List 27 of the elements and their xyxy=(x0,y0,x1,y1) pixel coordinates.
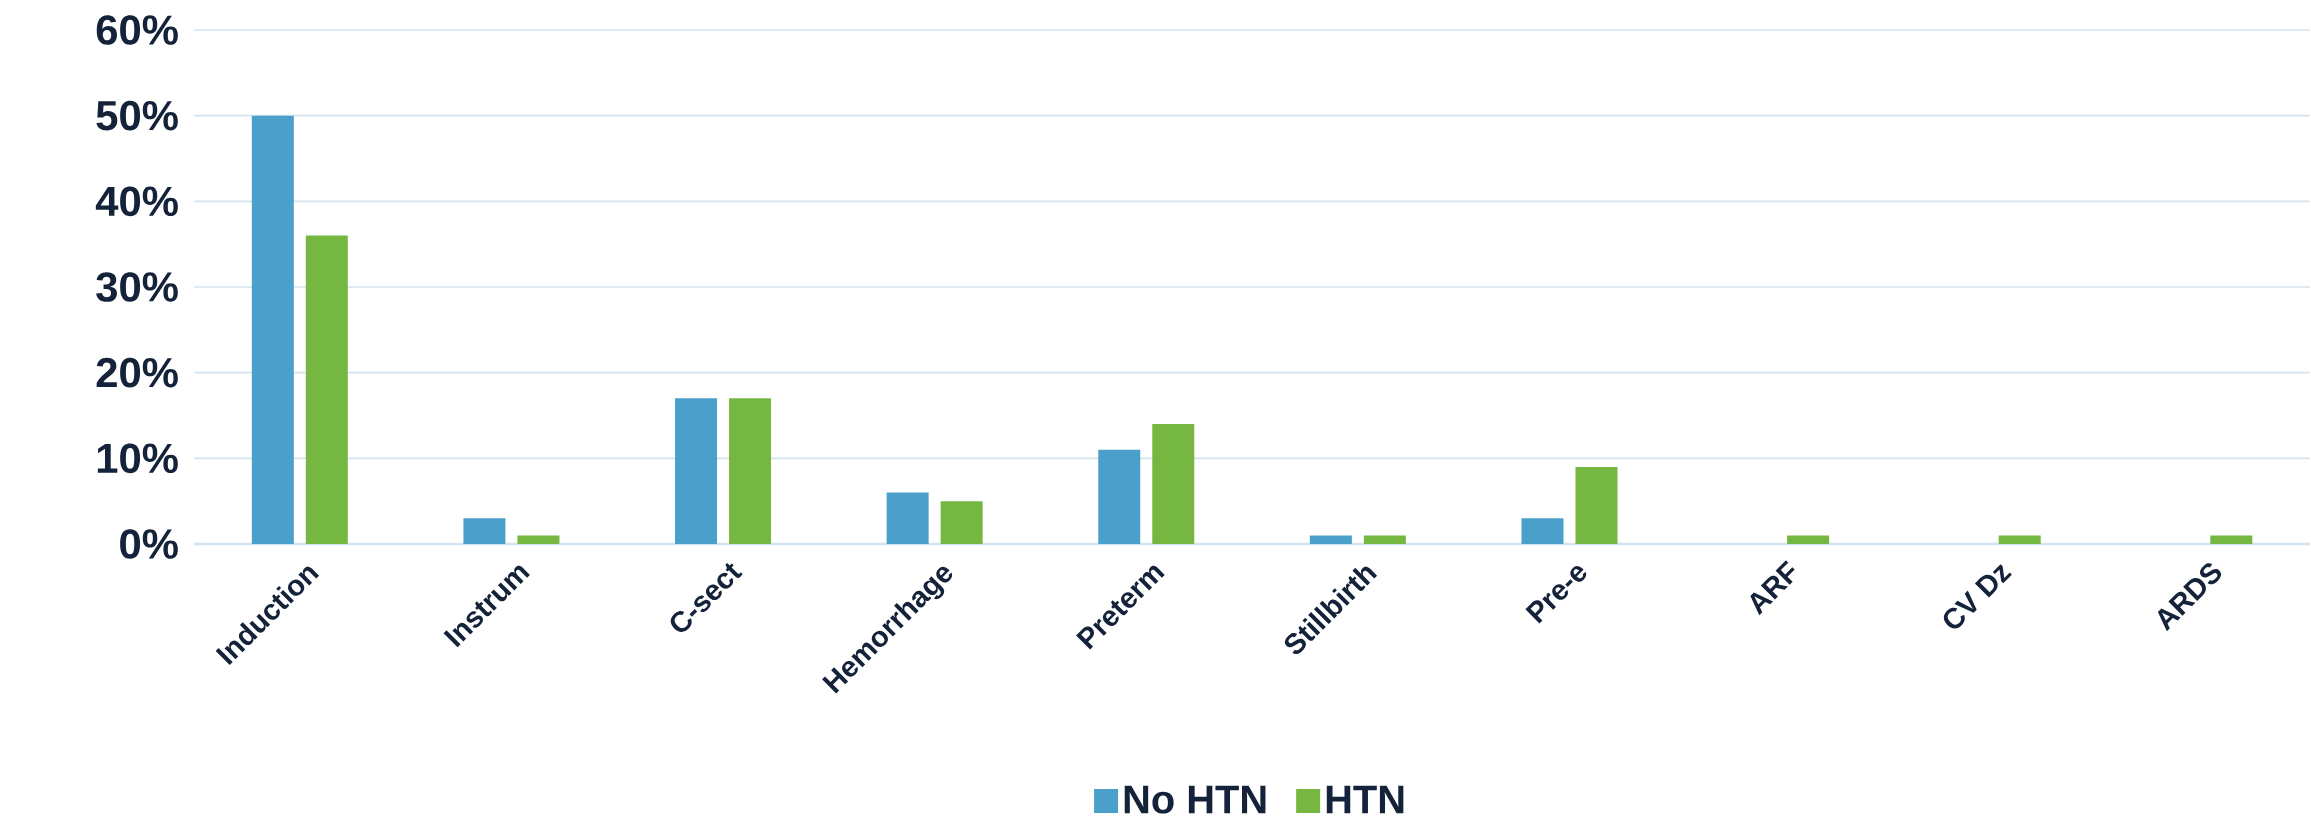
y-tick-label: 60% xyxy=(96,15,178,45)
bar xyxy=(675,398,718,544)
y-tick-label: 50% xyxy=(96,100,178,131)
bar xyxy=(1152,424,1195,544)
bar xyxy=(1363,535,1406,544)
bar xyxy=(940,501,983,544)
legend-label: HTN xyxy=(1326,785,1404,814)
bar xyxy=(517,535,560,544)
bar xyxy=(463,518,506,544)
bar xyxy=(1309,535,1352,544)
y-tick-label: 40% xyxy=(95,186,178,217)
y-tick-label: 30% xyxy=(96,272,178,302)
y-tick-label: 0% xyxy=(120,529,178,559)
bar xyxy=(729,398,772,544)
y-tick-label: 10% xyxy=(97,443,178,474)
x-tick-label: CV Dz xyxy=(1943,564,2012,629)
bar xyxy=(1521,518,1564,544)
bar xyxy=(251,115,294,544)
bar xyxy=(305,235,348,544)
legend-label: No HTN xyxy=(1124,785,1266,814)
y-tick-label: 20% xyxy=(96,357,178,388)
bar xyxy=(2210,535,2253,544)
bar xyxy=(886,492,929,544)
bar xyxy=(1098,449,1141,544)
bar xyxy=(1575,466,1618,544)
bar xyxy=(1787,535,1830,544)
bar xyxy=(1998,535,2041,544)
